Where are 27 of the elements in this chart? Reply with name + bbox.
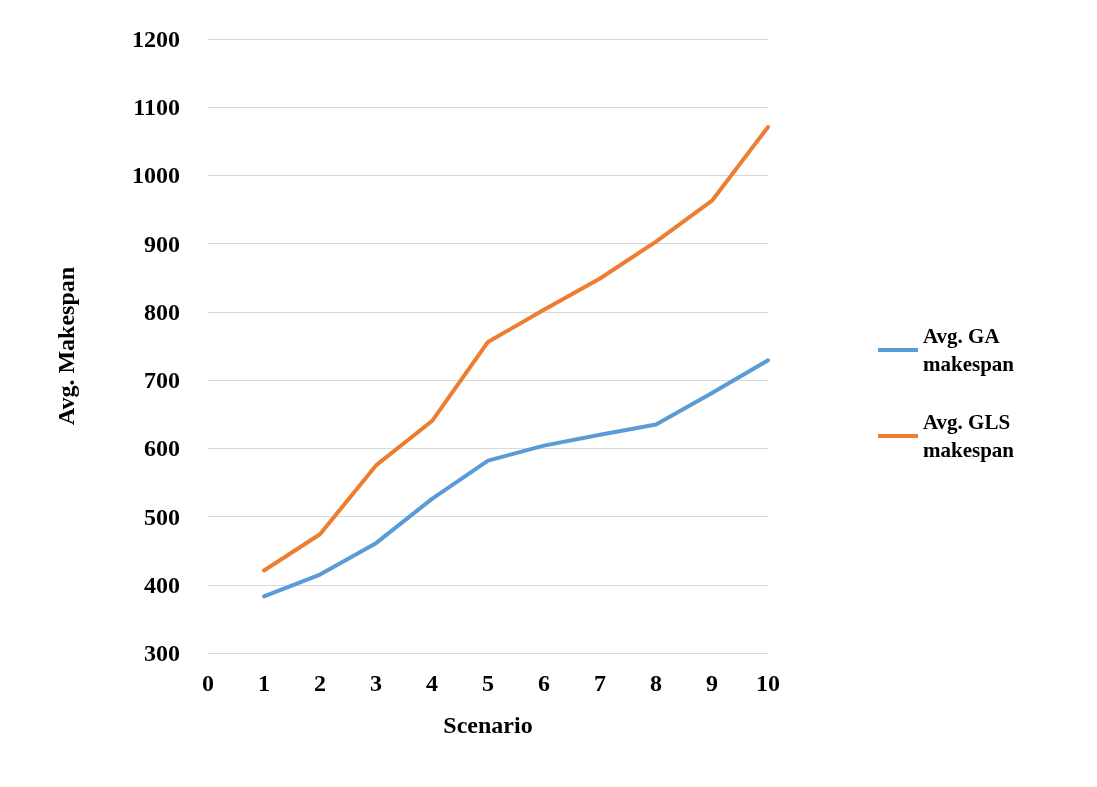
legend-label: Avg. GLS makespan xyxy=(923,410,1016,462)
y-tick-label: 1200 xyxy=(132,26,180,52)
y-axis-title: Avg. Makespan xyxy=(53,266,79,426)
x-tick-label: 5 xyxy=(482,670,494,696)
x-tick-label: 10 xyxy=(756,670,780,696)
y-tick-label: 1000 xyxy=(132,162,180,189)
x-axis-title: Scenario xyxy=(443,712,533,738)
x-tick-label: 9 xyxy=(706,670,718,696)
x-tick-label: 8 xyxy=(650,670,662,696)
y-tick-label: 300 xyxy=(144,640,180,666)
x-tick-label: 2 xyxy=(314,670,326,696)
y-tick-label: 700 xyxy=(144,367,180,394)
line-series xyxy=(262,125,770,573)
y-tick-label: 600 xyxy=(144,435,180,462)
legend-label: Avg. GA makespan xyxy=(923,324,1015,376)
y-tick-label: 800 xyxy=(144,298,180,325)
line-series xyxy=(262,358,770,599)
y-tick-label: 900 xyxy=(144,230,180,257)
x-tick-label: 4 xyxy=(426,670,438,696)
x-tick-label: 1 xyxy=(258,670,270,696)
y-tick-label: 400 xyxy=(144,571,180,598)
x-tick-label: 3 xyxy=(370,670,382,696)
x-tick-label: 7 xyxy=(594,670,606,696)
y-tick-label: 500 xyxy=(144,503,180,530)
x-tick-label: 0 xyxy=(202,670,214,696)
y-tick-label: 1100 xyxy=(133,94,180,121)
x-tick-label: 6 xyxy=(538,670,550,696)
